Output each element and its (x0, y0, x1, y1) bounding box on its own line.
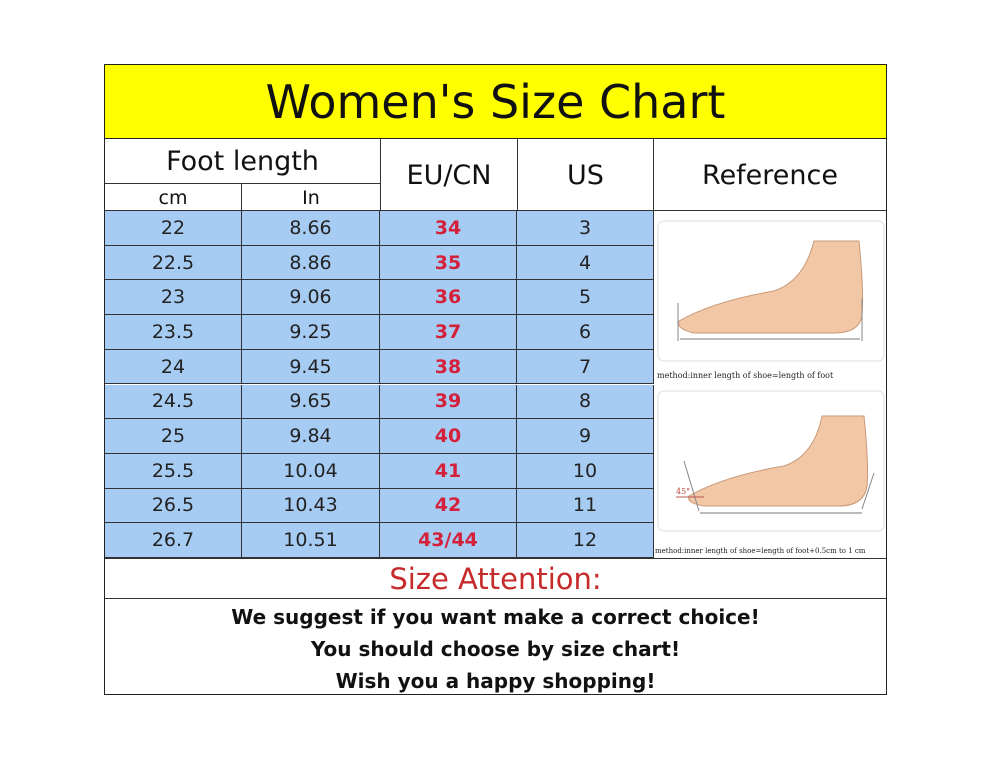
cell-eu: 34 (380, 211, 517, 246)
cell-cm: 25 (105, 419, 242, 454)
angle-label: 45° (676, 487, 691, 496)
cell-eu: 37 (380, 315, 517, 350)
cell-us: 3 (517, 211, 654, 246)
cell-in: 8.66 (242, 211, 380, 246)
cell-eu: 36 (380, 280, 517, 316)
cell-in: 9.06 (242, 280, 380, 316)
note-line-3: Wish you a happy shopping! (335, 669, 656, 693)
cell-cm: 23.5 (105, 315, 242, 350)
cell-in: 10.04 (242, 453, 380, 489)
cell-eu: 35 (380, 245, 517, 281)
cell-cm: 24.5 (105, 384, 242, 420)
size-attention-heading: Size Attention: (105, 558, 886, 599)
cell-eu: 43/44 (380, 523, 517, 558)
cell-us: 4 (517, 245, 654, 281)
cell-cm: 23 (105, 280, 242, 316)
cell-in: 10.51 (242, 523, 380, 558)
cell-in: 9.25 (242, 315, 380, 350)
cell-eu: 42 (380, 488, 517, 524)
cell-in: 8.86 (242, 245, 380, 281)
cell-in: 10.43 (242, 488, 380, 524)
cell-us: 8 (517, 384, 654, 420)
header-us: US (517, 139, 654, 211)
cell-us: 11 (517, 488, 654, 524)
reference-caption-2: method:inner length of shoe=length of fo… (655, 547, 866, 555)
cell-eu: 41 (380, 453, 517, 489)
cell-cm: 22.5 (105, 245, 242, 281)
header-eu-cn: EU/CN (380, 139, 517, 211)
size-chart-table: Women's Size Chart Foot length cm In EU/… (104, 64, 887, 695)
foot-measure-illustration (657, 220, 885, 532)
header-foot-length: Foot length (105, 139, 380, 184)
cell-in: 9.84 (242, 419, 380, 454)
header-cm: cm (105, 184, 242, 211)
cell-in: 9.45 (242, 349, 380, 385)
cell-cm: 22 (105, 211, 242, 246)
note-line-2: You should choose by size chart! (310, 637, 681, 661)
chart-title: Women's Size Chart (105, 65, 886, 139)
note-line-1: We suggest if you want make a correct ch… (231, 605, 760, 629)
cell-us: 10 (517, 453, 654, 489)
cell-us: 12 (517, 523, 654, 558)
cell-cm: 24 (105, 349, 242, 385)
header-reference: Reference (702, 159, 838, 191)
cell-cm: 25.5 (105, 453, 242, 489)
reference-caption-1: method:inner length of shoe=length of fo… (657, 371, 834, 380)
cell-us: 9 (517, 419, 654, 454)
cell-us: 6 (517, 315, 654, 350)
cell-eu: 40 (380, 419, 517, 454)
cell-eu: 39 (380, 384, 517, 420)
header-in: In (302, 186, 320, 209)
header-divider (105, 210, 886, 211)
cell-cm: 26.7 (105, 523, 242, 558)
cell-eu: 38 (380, 349, 517, 385)
cell-in: 9.65 (242, 384, 380, 420)
reference-images: method:inner length of shoe=length of fo… (654, 211, 886, 558)
cell-cm: 26.5 (105, 488, 242, 524)
cell-us: 5 (517, 280, 654, 316)
cell-us: 7 (517, 349, 654, 385)
